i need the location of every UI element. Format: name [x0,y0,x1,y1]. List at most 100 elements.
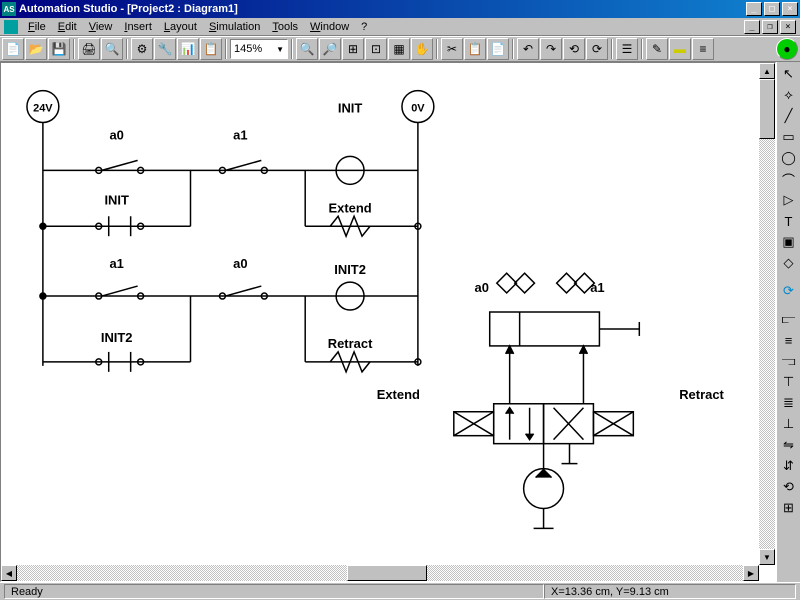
zoom-combo[interactable]: 145% ▼ [230,39,288,59]
label-a0b: a0 [233,256,247,271]
menu-layout[interactable]: Layout [158,20,203,34]
image-tool[interactable]: ▣ [779,232,799,252]
toolbar-sep [611,39,613,59]
pan-button[interactable]: ✋ [411,38,433,60]
menu-tools[interactable]: Tools [266,20,304,34]
zoom-value: 145% [234,43,262,55]
maximize-button[interactable]: □ [764,2,780,16]
mdi-close-button[interactable]: × [780,20,796,34]
zoom-in-button[interactable]: 🔍 [296,38,318,60]
polygon-tool[interactable]: ▷ [779,190,799,210]
status-coords: X=13.36 cm, Y=9.13 cm [544,584,796,599]
label-24v: 24V [33,103,53,115]
scroll-v-track[interactable] [759,79,775,549]
menu-edit[interactable]: Edit [52,20,83,34]
scroll-left-button[interactable]: ◀ [1,565,17,581]
valve-retract: Retract [679,387,724,402]
menu-view[interactable]: View [83,20,119,34]
undo2-button[interactable]: ⟲ [563,38,585,60]
preview-button[interactable]: 🔍 [101,38,123,60]
mdi-buttons: _ ❐ × [744,20,796,34]
mdi-minimize-button[interactable]: _ [744,20,760,34]
tool-b-button[interactable]: 🔧 [154,38,176,60]
scroll-v-thumb[interactable] [759,79,775,139]
pen-button[interactable]: ✎ [646,38,668,60]
close-button[interactable]: × [782,2,798,16]
save-button[interactable]: 💾 [48,38,70,60]
menu-window[interactable]: Window [304,20,355,34]
label-a0: a0 [109,127,123,142]
title-bar: AS Automation Studio - [Project2 : Diagr… [0,0,800,18]
copy-button[interactable]: 📋 [464,38,486,60]
open-button[interactable]: 📂 [25,38,47,60]
label-a1: a1 [233,127,247,142]
label-init-contact: INIT [104,192,129,207]
pointer-tool[interactable]: ↖ [779,64,799,84]
line-style-button[interactable]: ≡ [692,38,714,60]
menu-file[interactable]: File [22,20,52,34]
run-button[interactable]: ● [776,38,798,60]
window-title: Automation Studio - [Project2 : Diagram1… [19,3,746,15]
toolbar-sep [225,39,227,59]
flip-v-tool[interactable]: ⇵ [779,456,799,476]
zoom-page-button[interactable]: ▦ [388,38,410,60]
scroll-down-button[interactable]: ▼ [759,549,775,565]
align-bot-tool[interactable]: ⊥ [779,414,799,434]
scroll-right-button[interactable]: ▶ [743,565,759,581]
redo-button[interactable]: ↷ [540,38,562,60]
main-toolbar: 📄 📂 💾 🖨 🔍 ⚙ 🔧 📊 📋 145% ▼ 🔍 🔎 ⊞ ⊡ ▦ ✋ ✂ 📋… [0,36,800,62]
print-button[interactable]: 🖨 [78,38,100,60]
label-init2-contact: INIT2 [101,330,133,345]
align-left-tool[interactable]: ⫍ [779,309,799,329]
refresh-tool[interactable]: ⟳ [779,281,799,301]
tool-a-button[interactable]: ⚙ [131,38,153,60]
tool-d-button[interactable]: 📋 [200,38,222,60]
chevron-down-icon: ▼ [276,45,284,54]
redo2-button[interactable]: ⟳ [586,38,608,60]
ellipse-tool[interactable]: ◯ [779,148,799,168]
zoom-fit-button[interactable]: ⊞ [342,38,364,60]
menu-help[interactable]: ? [355,20,373,34]
scrollbar-vertical[interactable]: ▲ ▼ [759,63,775,565]
field-tool[interactable]: ◇ [779,253,799,273]
paste-button[interactable]: 📄 [487,38,509,60]
label-init: INIT [338,101,363,116]
tool-c-button[interactable]: 📊 [177,38,199,60]
new-button[interactable]: 📄 [2,38,24,60]
menu-simulation[interactable]: Simulation [203,20,266,34]
label-0v: 0V [411,103,425,115]
doc-icon [4,20,18,34]
undo-button[interactable]: ↶ [517,38,539,60]
arc-tool[interactable]: ⌒ [779,169,799,189]
group-tool[interactable]: ⊞ [779,498,799,518]
link-tool[interactable]: ⟡ [779,85,799,105]
mdi-restore-button[interactable]: ❐ [762,20,778,34]
menu-insert[interactable]: Insert [118,20,158,34]
zoom-sel-button[interactable]: ⊡ [365,38,387,60]
align-mid-tool[interactable]: ≣ [779,393,799,413]
flip-h-tool[interactable]: ⇋ [779,435,799,455]
scroll-up-button[interactable]: ▲ [759,63,775,79]
prop-button[interactable]: ☰ [616,38,638,60]
status-ready: Ready [4,584,544,599]
scrollbar-horizontal[interactable]: ◀ ▶ [1,565,759,581]
scroll-h-track[interactable] [17,565,743,581]
highlight-button[interactable]: ▬ [669,38,691,60]
zoom-out-button[interactable]: 🔎 [319,38,341,60]
scroll-h-thumb[interactable] [347,565,427,581]
label-init2: INIT2 [334,262,366,277]
align-top-tool[interactable]: ⊤ [779,372,799,392]
minimize-button[interactable]: _ [746,2,762,16]
toolbar-sep [126,39,128,59]
line-tool[interactable]: ╱ [779,106,799,126]
app-icon: AS [2,2,16,16]
align-right-tool[interactable]: ⫎ [779,351,799,371]
cut-button[interactable]: ✂ [441,38,463,60]
text-tool[interactable]: T [779,211,799,231]
rect-tool[interactable]: ▭ [779,127,799,147]
rotate-tool[interactable]: ⟲ [779,477,799,497]
diagram-canvas[interactable]: 24V 0V a0 a1 INIT INIT Extend [1,63,759,565]
cyl-a0: a0 [475,280,489,295]
window-buttons: _ □ × [746,2,798,16]
align-center-tool[interactable]: ≡ [779,330,799,350]
